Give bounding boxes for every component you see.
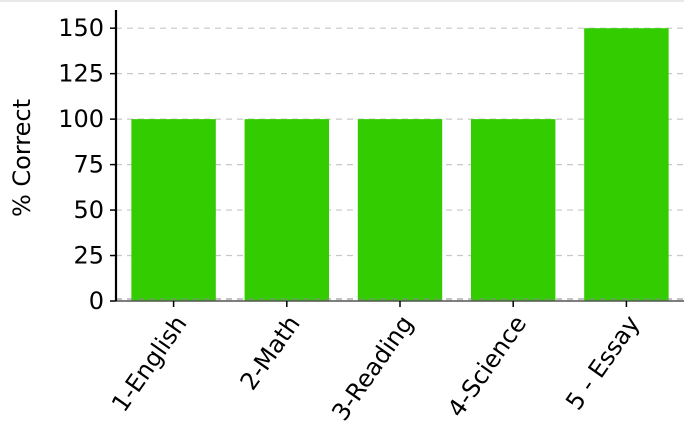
bar: [131, 119, 216, 301]
bars: [131, 28, 669, 301]
y-tick-label: 0: [89, 287, 104, 315]
y-tick-label: 125: [58, 60, 104, 88]
bar: [584, 28, 669, 301]
y-axis-label: % Correct: [8, 99, 36, 217]
bar: [244, 119, 330, 301]
y-tick-label: 150: [58, 14, 104, 42]
bar: [357, 119, 443, 301]
bar: [470, 119, 556, 301]
y-tick-label: 100: [58, 105, 104, 133]
y-tick-labels: 0 25 50 75 100 125 150: [58, 14, 116, 315]
y-tick-label: 75: [73, 151, 104, 179]
y-tick-label: 25: [73, 242, 104, 270]
y-tick-label: 50: [73, 196, 104, 224]
